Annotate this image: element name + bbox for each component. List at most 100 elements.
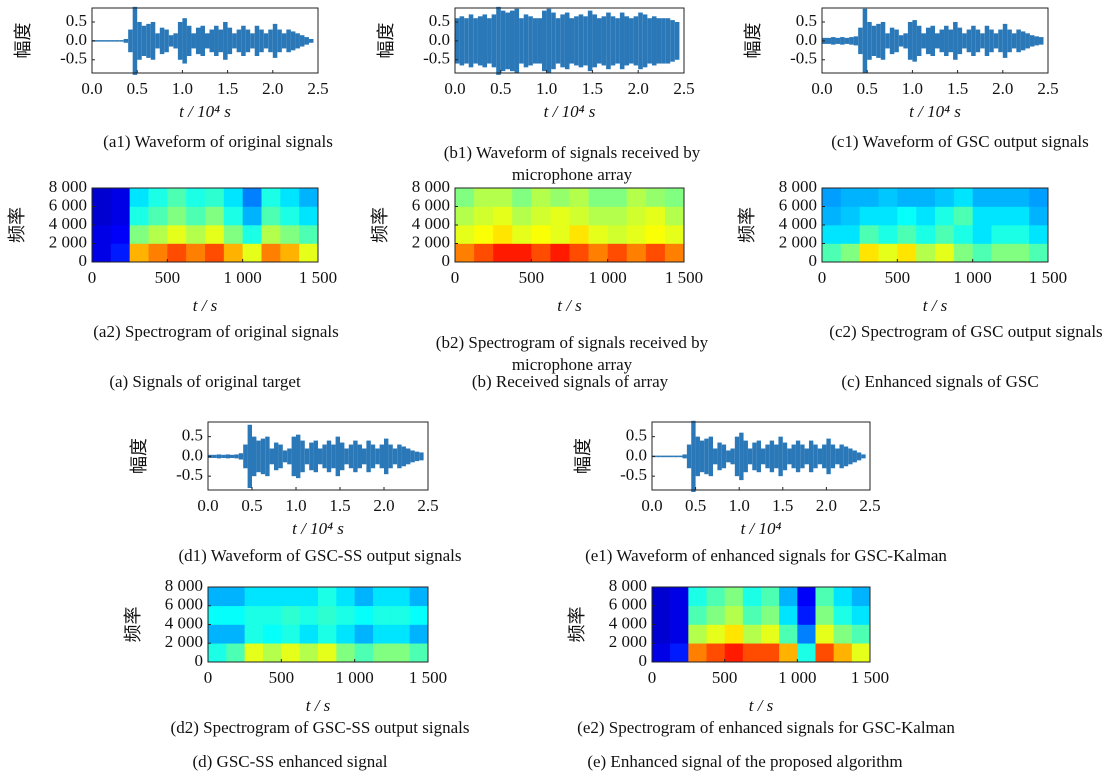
amplitude-bar xyxy=(259,29,264,53)
amplitude-bar xyxy=(583,16,588,66)
amplitude-bar xyxy=(105,40,111,42)
caption: (b2) Spectrogram of signals received by … xyxy=(435,333,709,374)
spectrogram-cell xyxy=(263,605,282,625)
x-tick-label: 0.0 xyxy=(811,79,832,98)
amplitude-bar xyxy=(1016,29,1021,53)
amplitude-bar xyxy=(721,444,727,469)
amplitude-bar xyxy=(830,444,836,469)
x-tick-label: 0 xyxy=(204,668,213,687)
amplitude-bar xyxy=(299,35,305,47)
y-tick-label: 0.0 xyxy=(182,445,203,464)
x-tick-label: 2.0 xyxy=(262,79,283,98)
amplitude-bar xyxy=(691,420,696,492)
spectrogram-cell xyxy=(263,624,282,644)
spectrogram-cell xyxy=(261,243,281,263)
y-tick-label: 0.0 xyxy=(429,30,450,49)
spectrogram-cell xyxy=(336,643,355,663)
spectrogram-cell xyxy=(205,206,225,226)
amplitude-bar xyxy=(939,29,945,53)
amplitude-bar xyxy=(137,21,142,60)
amplitude-bar xyxy=(670,20,675,62)
spectrogram-cell xyxy=(493,188,513,207)
amplitude-bar xyxy=(523,14,529,68)
caption: (a) Signals of original target xyxy=(109,372,301,391)
x-axis-label: t / 10⁴ s xyxy=(179,102,231,121)
y-tick-label: 6 000 xyxy=(609,595,647,614)
amplitude-bar xyxy=(459,16,465,66)
x-axis-label: t / s xyxy=(557,296,582,315)
x-axis-label: t / 10⁴ s xyxy=(909,102,961,121)
spectrogram-cell xyxy=(878,225,898,244)
spectrogram-cell xyxy=(916,225,936,244)
x-tick-label: 1 000 xyxy=(224,268,262,287)
spectrogram-cell xyxy=(474,206,494,226)
spectrogram xyxy=(455,188,685,263)
spectrogram-cell xyxy=(244,587,264,607)
y-axis-label: 幅度 xyxy=(573,438,594,474)
x-tick-label: 2.5 xyxy=(673,79,694,98)
spectrogram-cell xyxy=(531,243,551,263)
spectrogram-cell xyxy=(851,605,871,625)
amplitude-bar xyxy=(930,25,935,56)
spectrogram-cell xyxy=(512,206,532,226)
amplitude-bar xyxy=(344,448,349,465)
spectrogram-cell xyxy=(205,188,225,207)
amplitude-bar xyxy=(867,21,872,60)
x-tick-label: 1 500 xyxy=(1029,268,1067,287)
spectrogram-cell xyxy=(409,643,429,663)
spectrogram-cell xyxy=(779,605,798,625)
amplitude-bar xyxy=(1002,23,1008,58)
amplitude-bar xyxy=(998,29,1003,53)
waveform xyxy=(455,6,680,75)
y-tick-label: 6 000 xyxy=(49,195,87,214)
amplitude-bar xyxy=(182,18,187,64)
amplitude-bar xyxy=(146,23,151,58)
spectrogram-cell xyxy=(840,243,860,263)
spectrogram-cell xyxy=(972,188,992,207)
x-tick-label: 0.0 xyxy=(81,79,102,98)
x-tick-label: 500 xyxy=(155,268,181,287)
x-tick-label: 1.5 xyxy=(947,79,968,98)
spectrogram-cell xyxy=(897,243,917,263)
x-tick-label: 1.5 xyxy=(329,496,350,515)
x-axis-label: t / 10⁴ s xyxy=(292,519,344,538)
spectrogram-cell xyxy=(512,243,532,263)
spectrogram-cell xyxy=(724,587,744,607)
spectrogram-cell xyxy=(493,225,513,244)
spectrogram-cell xyxy=(652,624,671,644)
amplitude-bar xyxy=(496,6,501,75)
amplitude-bar xyxy=(362,448,367,465)
spectrogram-cell xyxy=(935,243,955,263)
amplitude-bar xyxy=(230,454,235,458)
amplitude-bar xyxy=(269,448,274,465)
spectrogram-cell xyxy=(670,587,689,607)
x-axis-label: t / s xyxy=(923,296,948,315)
amplitude-bar xyxy=(948,29,954,53)
amplitude-bar xyxy=(619,12,625,70)
spectrogram-cell xyxy=(670,643,689,663)
y-tick-label: 8 000 xyxy=(412,177,450,196)
spectrogram-cell xyxy=(455,243,475,263)
spectrogram-cell xyxy=(299,188,319,207)
spectrogram-cell xyxy=(409,605,429,625)
amplitude-bar xyxy=(331,444,336,469)
spectrogram-cell xyxy=(167,243,187,263)
y-tick-label: 6 000 xyxy=(779,195,817,214)
spectrogram-cell xyxy=(186,243,206,263)
spectrogram xyxy=(92,188,319,263)
amplitude-bar xyxy=(907,21,913,60)
x-tick-label: 2.5 xyxy=(307,79,328,98)
amplitude-bar xyxy=(774,444,779,469)
amplitude-bar xyxy=(555,18,561,64)
spectrogram-cell xyxy=(815,643,834,663)
spectrogram-cell xyxy=(724,624,744,644)
amplitude-bar xyxy=(209,29,215,53)
amplitude-bar xyxy=(110,40,115,42)
amplitude-bar xyxy=(642,14,648,68)
spectrogram-cell xyxy=(797,643,816,663)
amplitude-bar xyxy=(800,444,805,469)
spectrogram-cell xyxy=(645,188,666,207)
spectrogram-cell xyxy=(1029,243,1049,263)
amplitude-bar xyxy=(218,29,224,53)
